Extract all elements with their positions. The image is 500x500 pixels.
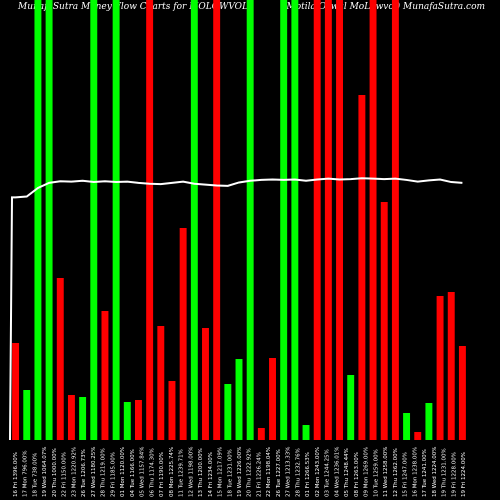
x-tick-label: 05 Wed 1157.84% [140,447,146,497]
x-tick-label: 04 Tue 1166.00% [130,449,136,497]
x-tick-label: 18 Wed 1224.00% [432,447,438,497]
x-tick-label: 18 Tue 738.00% [32,453,38,497]
x-tick-label: 20 Thu 1222.92% [247,448,253,497]
volume-bar [168,381,176,440]
x-tick-label: 19 Fri 1228.00% [451,452,457,497]
x-tick-label: 09 Mon 1269.00% [364,447,370,497]
x-tick-label: 14 Fri 1234.00% [208,452,214,497]
x-tick-label: 07 Fri 1190.00% [159,452,165,497]
volume-bar [380,202,388,440]
volume-bar [347,375,355,440]
volume-bar [313,0,321,440]
volume-bar [414,432,422,440]
volume-bar [112,0,120,440]
x-tick-label: 08 Mon 1225.74% [169,447,175,497]
volume-bar [269,358,276,440]
x-tick-label: 19 Thu 1231.00% [442,448,448,497]
x-tick-label: 08 Fri 1263.00% [354,452,360,497]
volume-bar [213,0,221,440]
volume-bar [34,0,42,440]
volume-bar [157,326,165,440]
volume-bar [179,228,187,440]
volume-bar [391,0,399,440]
volume-bar [123,402,131,440]
volume-bar [246,0,254,440]
volume-bar [101,311,109,440]
chart-title-left: MunafaSutra Money Flow Charts for MOLOWV… [18,2,249,12]
x-tick-label: 17 Mon 796.00% [23,450,29,497]
x-tick-label: 22 Fri 1150.00% [62,452,68,497]
volume-bar [67,395,75,440]
x-tick-label: 21 Fri 1226.24% [256,452,262,497]
volume-bar [369,0,377,440]
volume-bar [224,384,232,440]
x-tick-label: 02 Mon 1243.00% [315,447,321,497]
volume-bar [336,0,343,440]
volume-bar [45,0,53,440]
volume-bar [146,0,154,440]
volume-bar [257,428,265,440]
volume-bar [235,359,243,440]
volume-bar [190,0,198,440]
x-tick-label: 19 Fri 1224.00% [461,452,467,497]
x-tick-label: 27 Wed 1180.25% [91,447,97,497]
volume-bar [12,343,20,440]
x-tick-label: 28 Thu 1232.76% [295,448,301,497]
x-tick-label: 11 Wed 1258.00% [383,447,389,497]
x-tick-label: 26 Tue 1206.73% [81,449,87,497]
x-tick-label: 12 Wed 1198.00% [188,447,194,497]
x-tick-label: 15 Mon 1217.09% [218,447,224,497]
volume-bar [302,425,310,440]
volume-bar [56,278,64,440]
price-line-path [9,177,463,441]
volume-bar [90,0,98,440]
volume-bar [425,403,433,440]
volume-bar [135,400,142,440]
x-tick-label: 01 Mon 1120.00% [120,447,126,497]
x-tick-label: 28 Thu 1219.00% [101,448,107,497]
x-tick-label: 19 Wed 1226.00% [237,447,243,497]
x-tick-label: 23 Mon 1220.92% [71,447,77,497]
volume-bar [202,328,209,440]
x-tick-label: 27 Wed 1213.33% [286,447,292,497]
x-tick-label: 26 Tue 1227.00% [276,449,282,497]
x-tick-label: 16 Mon 1238.00% [412,447,418,497]
x-tick-label: 16 Fri 1396.00% [13,452,19,497]
x-tick-label: 22 Mon 1198.04% [266,447,272,497]
x-tick-label: 15 Fri 1247.00% [403,452,409,497]
x-tick-label: 19 Wed 1064.07% [42,447,48,497]
x-axis-ticks: 16 Fri 1396.00% 17 Mon 796.00% 18 Tue 738.… [13,447,467,497]
volume-bar [291,0,299,440]
volume-bar [447,292,455,440]
x-tick-label: 11 Tue 1239.71% [179,449,185,497]
x-tick-label: 06 Thu 1174.30% [149,448,155,497]
volume-bar [79,397,87,440]
volume-bars [12,0,466,440]
x-tick-label: 20 Thu 1000.00% [52,448,58,497]
chart-title-right: (MotilalOswal MoLowvol) MunafaSutra.com [283,2,486,12]
x-tick-label: 03 Tue 1244.25% [325,449,331,497]
x-tick-label: 12 Thu 1262.00% [393,448,399,497]
volume-bar [23,390,31,440]
volume-bar [280,0,288,440]
x-tick-label: 29 Fri 1185.00% [110,452,116,497]
volume-bar [403,413,411,440]
volume-bar [458,346,466,440]
volume-bar [358,95,366,440]
volume-bar [436,296,444,440]
x-tick-label: 04 Wed 1236.01% [334,447,340,497]
x-tick-label: 18 Tue 1231.00% [227,449,233,497]
x-tick-label: 01 Fri 1266.53% [305,452,311,497]
x-tick-label: 13 Thu 1200.00% [198,448,204,497]
x-tick-label: 05 Thu 1248.44% [344,448,350,497]
volume-bar [324,0,332,440]
x-tick-label: 17 Tue 1241.00% [422,449,428,497]
price-line [9,177,463,441]
x-tick-label: 10 Tue 1259.00% [373,449,379,497]
